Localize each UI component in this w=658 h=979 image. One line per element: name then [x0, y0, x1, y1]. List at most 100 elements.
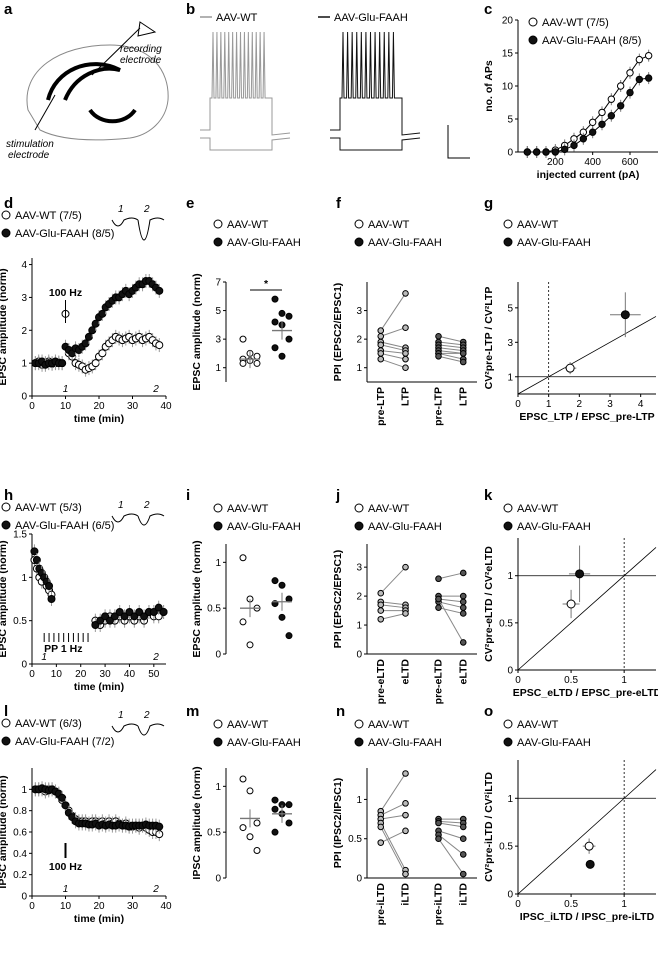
pair-line [380, 352, 406, 360]
data-point [91, 359, 100, 368]
x-tick-label: 20 [93, 901, 105, 912]
legend-g-marker-1 [503, 237, 513, 247]
data-point [246, 787, 254, 795]
data-point [377, 615, 385, 623]
y-tick-label: 0.2 [13, 870, 27, 881]
legend-e-label-1: AAV-Glu-FAAH [227, 237, 301, 249]
x-tick-label: 4 [638, 399, 644, 410]
data-point [155, 341, 164, 350]
data-point [58, 359, 67, 368]
x-tick-label: 30 [100, 669, 112, 680]
y-tick-label: 1 [507, 571, 513, 582]
data-point [560, 145, 569, 154]
legend-g-label-1: AAV-Glu-FAAH [517, 237, 591, 249]
trace-wt [200, 31, 291, 136]
data-point [120, 612, 129, 621]
data-point [32, 556, 41, 564]
data-point [45, 582, 54, 590]
recording-electrode [91, 27, 141, 76]
data-point [566, 599, 576, 609]
data-point [459, 639, 467, 646]
panel-label-i: i [186, 487, 190, 504]
stimulation-label-2: electrode [8, 150, 50, 161]
data-point [377, 823, 385, 831]
y-tick-label: 0.5 [499, 618, 513, 629]
data-point [91, 319, 100, 328]
data-point [110, 612, 119, 621]
data-point [607, 112, 616, 120]
x-tick-label: 30 [127, 901, 139, 912]
pair-line [438, 838, 464, 875]
data-point [30, 547, 39, 556]
y-tick-label: 1 [215, 363, 221, 374]
legend-m-marker-1 [213, 737, 223, 747]
pair-line [438, 344, 464, 349]
inset-label-2: 2 [143, 204, 150, 215]
ca-region [46, 62, 121, 101]
data-point [459, 835, 467, 843]
legend-l-marker-0 [1, 718, 11, 728]
panel-label-m: m [186, 703, 199, 720]
legend-h-label-1: AAV-Glu-FAAH (6/5) [15, 520, 114, 532]
y-axis-label: CV²pre-eLTD / CV²eLTD [483, 546, 495, 662]
y-tick-label: 0 [356, 874, 362, 885]
data-point [459, 598, 467, 606]
data-point [435, 352, 442, 360]
data-point [402, 290, 409, 297]
y-tick-label: 0 [507, 890, 513, 901]
inset-label-2: 2 [143, 500, 150, 511]
y-tick-label: 5 [507, 115, 513, 126]
panel-label-h: h [4, 487, 13, 504]
pair-line [438, 601, 464, 609]
x-tick-label: 200 [547, 157, 564, 168]
panel-label-b: b [186, 1, 195, 18]
data-point [285, 335, 293, 343]
unity-line [517, 547, 657, 671]
y-tick-label: 0 [21, 660, 27, 671]
inset-label-1: 1 [118, 204, 124, 215]
data-point [285, 819, 293, 827]
data-point [402, 563, 409, 571]
data-point [435, 595, 442, 603]
inset-trace-1 [111, 723, 139, 733]
y-tick-label: 1 [356, 621, 362, 632]
data-point [91, 621, 100, 629]
pair-line [438, 572, 464, 580]
pair-line [438, 822, 464, 828]
legend-n-marker-1 [354, 737, 364, 747]
panel-label-n: n [336, 703, 345, 720]
stimulation-label-1: stimulation [6, 139, 54, 150]
legend-g-label-0: AAV-WT [517, 219, 559, 231]
data-point [271, 828, 279, 836]
category-label: pre-iLTD [375, 883, 387, 926]
data-point [626, 88, 634, 97]
data-point [459, 358, 467, 366]
y-tick-label: 1 [21, 573, 27, 584]
x-tick-label: 3 [607, 399, 613, 410]
category-label: eLTD [457, 659, 469, 685]
category-label: LTP [457, 387, 469, 406]
pair-line [380, 830, 406, 844]
legend-m-label-1: AAV-Glu-FAAH [227, 737, 301, 749]
legend-k-marker-1 [503, 521, 513, 531]
hippocampus-outline [26, 44, 169, 141]
y-tick-label: 0.5 [348, 834, 362, 845]
recording-label-2: electrode [120, 55, 162, 66]
legend-h-marker-1 [1, 520, 11, 530]
data-point [271, 796, 279, 804]
data-point [278, 352, 286, 360]
legend-k-label-1: AAV-Glu-FAAH [517, 521, 591, 533]
data-point [101, 612, 110, 621]
inset-trace-2 [137, 513, 165, 526]
y-tick-label: 0 [21, 892, 27, 903]
legend-d-label-1: AAV-Glu-FAAH (8/5) [15, 228, 114, 240]
data-point [635, 75, 644, 84]
y-tick-label: 0 [507, 666, 513, 677]
data-point [588, 118, 597, 127]
legend-o-label-1: AAV-Glu-FAAH [517, 737, 591, 749]
y-tick-label: 0.6 [13, 828, 27, 839]
y-tick-label: 0 [507, 148, 513, 159]
data-point [542, 148, 550, 156]
data-point [459, 350, 467, 357]
inset-label-1: 1 [118, 710, 124, 721]
